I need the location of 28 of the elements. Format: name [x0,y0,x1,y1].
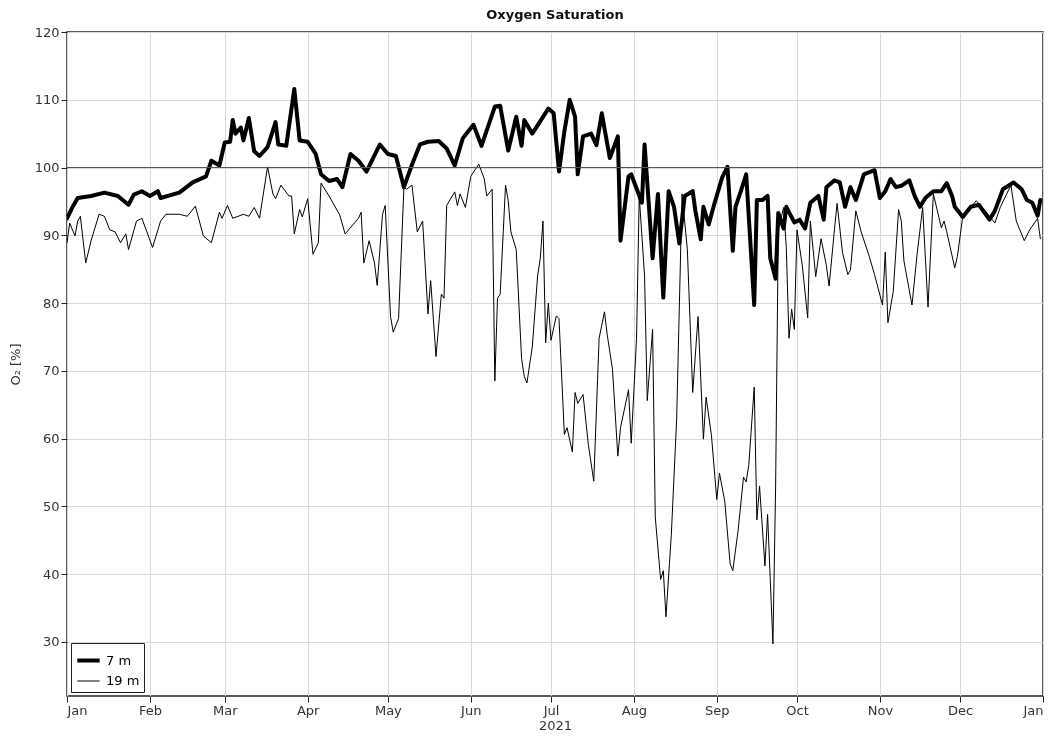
y-tick-label: 110 [34,92,60,108]
x-tick-label: Jun [460,702,482,718]
y-tick-label: 50 [42,498,60,514]
legend-label: 7 m [106,652,132,668]
y-tick-label: 120 [34,24,60,40]
x-tick-label: Jul [542,702,560,718]
x-tick-label: Apr [296,702,321,718]
y-tick-label: 60 [42,431,60,447]
y-tick-label: 30 [42,634,60,650]
x-tick-label: May [374,702,403,718]
x-tick-label: Feb [138,702,162,718]
x-tick-label: Nov [867,702,894,718]
x-tick-label: Jan [66,702,88,718]
y-tick-label: 40 [42,566,60,582]
y-tick-label: 90 [42,227,60,243]
chart-title: Oxygen Saturation [486,7,624,22]
x-tick-label: Jan [1022,702,1044,718]
y-axis-title: O₂ [%] [7,343,23,386]
y-tick-label: 80 [42,295,60,311]
x-tick-label: Sep [705,702,730,718]
x-tick-label: Dec [948,702,974,718]
legend-label: 19 m [106,673,140,688]
x-tick-label: Mar [213,702,239,718]
y-tick-label: 100 [34,160,60,176]
x-tick-label: Aug [621,702,648,718]
x-tick-label: Oct [786,702,809,718]
y-tick-label: 70 [42,363,60,379]
x-axis-title: 2021 [538,717,573,733]
